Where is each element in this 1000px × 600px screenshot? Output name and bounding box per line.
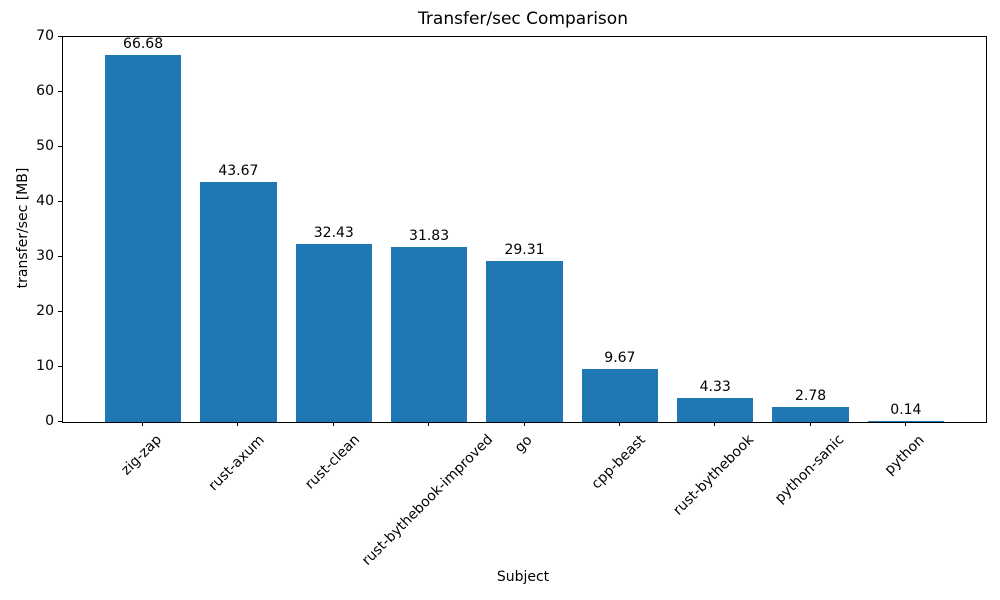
x-tick [428,422,429,426]
bar-value-label: 2.78 [795,387,827,404]
x-tick-label: zig-zap [118,431,166,479]
bar-value-label: 9.67 [604,349,636,366]
chart-title: Transfer/sec Comparison [418,9,628,29]
x-axis-label: Subject [496,569,550,585]
y-tick [58,201,62,202]
y-tick-label: 0 [45,412,54,429]
y-tick [58,256,62,257]
bar-value-label: 4.33 [699,379,731,396]
y-tick-label: 40 [36,192,54,209]
bar [200,181,277,422]
y-tick [58,366,62,367]
x-tick-label: rust-clean [301,431,363,493]
bar-value-label: 32.43 [313,224,354,241]
x-tick-label: rust-bythebook-improved [359,431,497,570]
x-tick [237,422,238,426]
y-tick-label: 70 [36,27,54,44]
y-tick-label: 20 [36,302,54,319]
x-tick-label: go [511,431,535,456]
x-tick-label: python-sanic [771,431,847,508]
bar [391,246,468,422]
bar [486,260,563,422]
x-tick [810,422,811,426]
bar [295,243,372,422]
y-tick-label: 50 [36,137,54,154]
x-tick-label: rust-bythebook [670,432,758,519]
bar [677,398,754,422]
y-tick-label: 60 [36,82,54,99]
bar-value-label: 29.31 [504,241,545,258]
y-tick-label: 30 [36,247,54,264]
x-tick-label: cpp-beast [588,431,649,493]
x-tick-label: python [881,431,928,478]
x-tick [714,422,715,426]
bar [867,421,945,422]
bar-value-label: 66.68 [123,36,164,53]
bar [581,368,658,422]
y-tick-label: 10 [36,357,54,374]
x-tick [524,422,525,426]
x-tick [905,422,906,426]
bar-value-label: 31.83 [409,227,450,244]
y-tick [58,311,62,312]
y-axis-label: transfer/sec [MB] [15,167,31,289]
y-tick [58,421,62,422]
y-tick [58,36,62,37]
plot-area: 66.68 43.67 32.43 31.83 29.31 9.67 4.33 2.78 0.1… [62,36,987,423]
bar [772,406,849,422]
x-tick [619,422,620,426]
x-tick [142,422,143,426]
y-tick [58,146,62,147]
y-tick [58,91,62,92]
x-tick [333,422,334,426]
bar [105,55,182,422]
x-tick-label: rust-axum [205,432,269,495]
bar-value-label: 43.67 [218,162,259,179]
bar-value-label: 0.14 [890,402,922,419]
